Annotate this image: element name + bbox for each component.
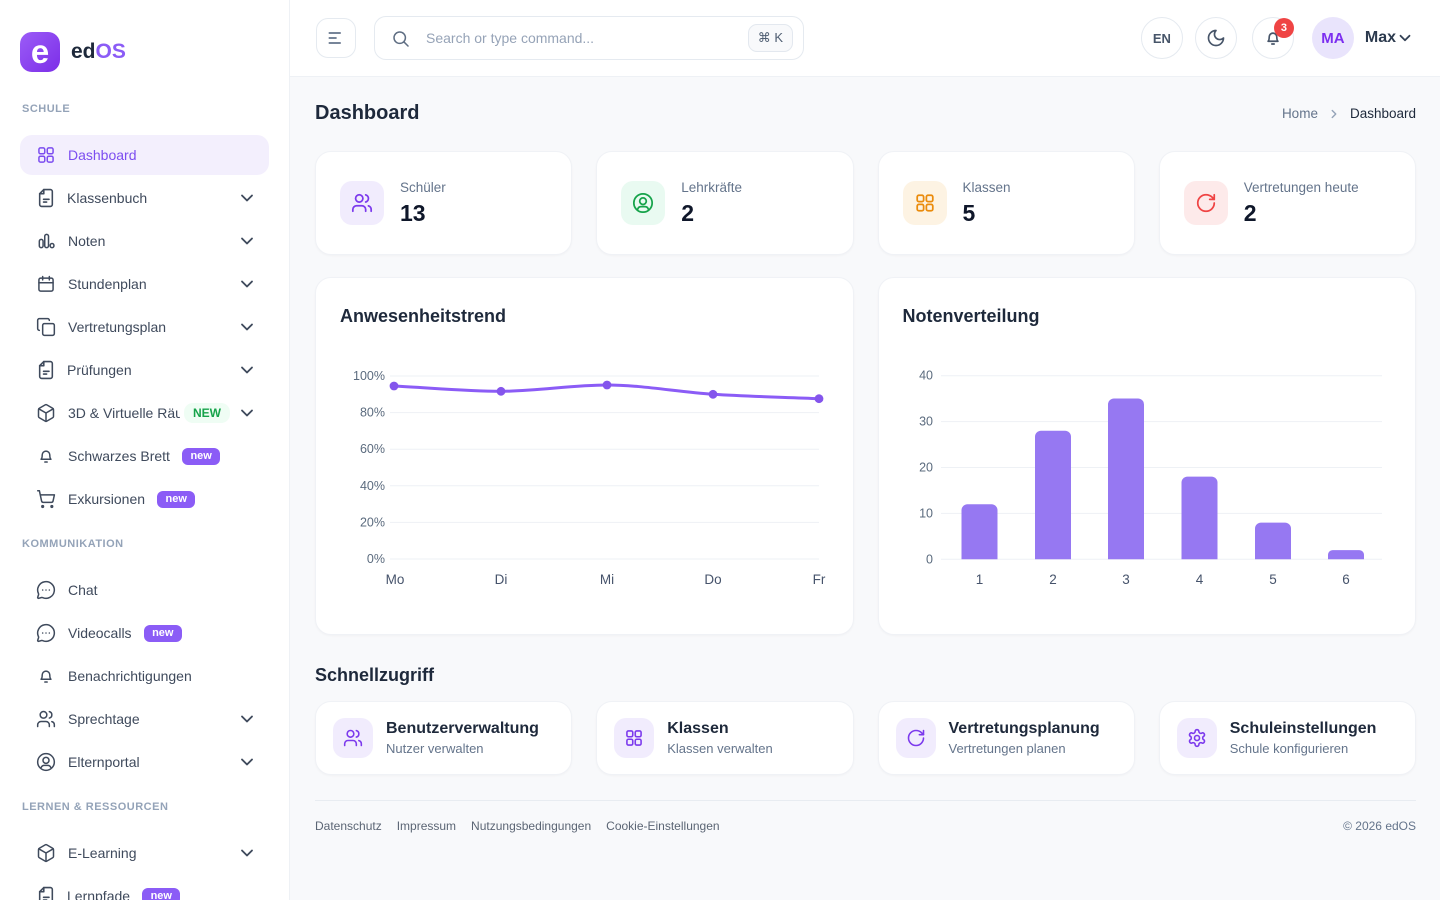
- svg-text:4: 4: [1195, 572, 1203, 587]
- svg-text:100%: 100%: [353, 369, 385, 383]
- svg-text:5: 5: [1269, 572, 1277, 587]
- svg-text:Mi: Mi: [600, 572, 614, 587]
- svg-text:Do: Do: [704, 572, 721, 587]
- svg-text:30: 30: [919, 415, 933, 429]
- svg-text:2: 2: [1049, 572, 1057, 587]
- svg-text:3: 3: [1122, 572, 1130, 587]
- svg-text:Di: Di: [495, 572, 508, 587]
- svg-text:0: 0: [926, 552, 933, 566]
- svg-text:Fr: Fr: [813, 572, 826, 587]
- svg-text:0%: 0%: [367, 552, 385, 566]
- svg-text:80%: 80%: [360, 406, 385, 420]
- svg-text:60%: 60%: [360, 442, 385, 456]
- svg-text:40%: 40%: [360, 479, 385, 493]
- svg-text:6: 6: [1342, 572, 1350, 587]
- svg-text:1: 1: [975, 572, 983, 587]
- svg-text:40: 40: [919, 369, 933, 383]
- svg-text:20%: 20%: [360, 515, 385, 529]
- svg-text:20: 20: [919, 461, 933, 475]
- svg-text:Mo: Mo: [386, 572, 405, 587]
- svg-text:10: 10: [919, 506, 933, 520]
